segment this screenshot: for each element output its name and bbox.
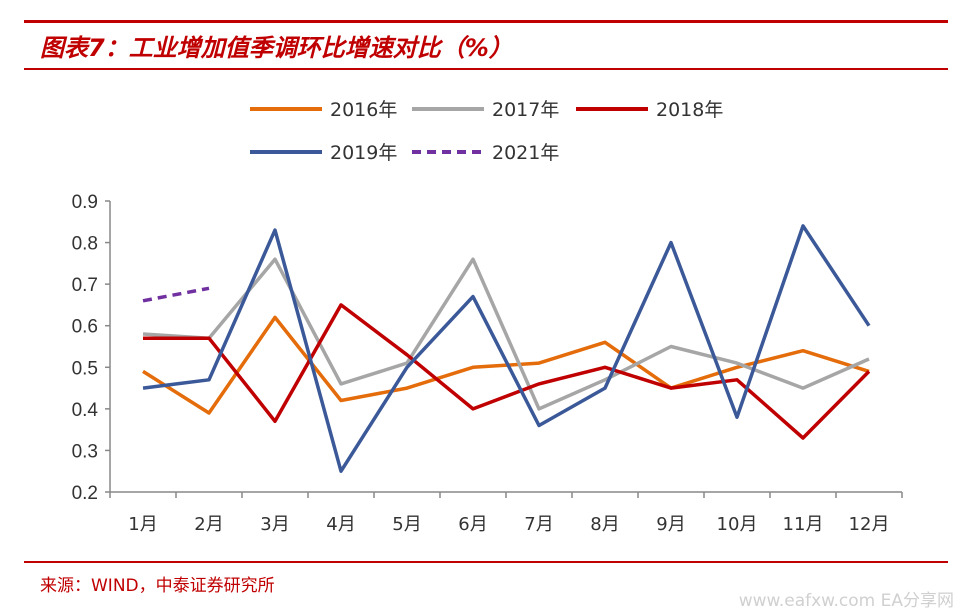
x-tick-label: 3月 [260, 514, 289, 535]
watermark: www.eafxw.com EA分享网 [738, 591, 954, 611]
x-tick-label: 4月 [326, 514, 355, 535]
series-line-4 [142, 224, 871, 473]
series-line-2 [142, 257, 870, 411]
x-tick-label: 7月 [524, 514, 553, 535]
legend-label-3: 2018年 [656, 99, 723, 121]
series-line-5 [142, 286, 210, 303]
bottom-rule [24, 561, 948, 563]
x-tick-label: 5月 [392, 514, 421, 535]
series-line-1 [142, 315, 870, 415]
title-rule [24, 68, 948, 70]
y-tick-label: 0.4 [72, 400, 99, 421]
x-tick-label: 10月 [717, 514, 758, 535]
y-tick-label: 0.5 [72, 358, 98, 379]
x-tick-label: 12月 [849, 514, 890, 535]
y-tick-label: 0.8 [72, 234, 98, 255]
x-tick-label: 1月 [128, 514, 157, 535]
y-tick-label: 0.2 [72, 483, 98, 504]
top-rule [24, 20, 948, 23]
y-tick-label: 0.7 [72, 275, 98, 296]
x-tick-label: 8月 [590, 514, 619, 535]
x-tick-label: 6月 [458, 514, 487, 535]
x-tick-label: 9月 [656, 514, 685, 535]
chart-plot-area [142, 224, 871, 473]
y-tick-label: 0.6 [72, 317, 98, 338]
source-note: 来源：WIND，中泰证券研究所 [40, 576, 275, 596]
legend-label-5: 2021年 [492, 142, 559, 164]
y-tick-label: 0.3 [72, 441, 98, 462]
x-tick-label: 11月 [783, 514, 824, 535]
y-tick-label: 0.9 [72, 192, 98, 213]
legend-label-4: 2019年 [330, 142, 397, 164]
legend-label-1: 2016年 [330, 99, 397, 121]
page-title: 图表7：工业增加值季调环比增速对比（%） [40, 34, 513, 62]
x-tick-label: 2月 [194, 514, 223, 535]
chart-axes: 0.9 0.8 0.7 0.6 0.5 0.4 0.3 0.2 1月 2月 3月 4月 5月 6月 7月 8月… [72, 192, 903, 535]
legend-label-2: 2017年 [492, 99, 559, 121]
chart-legend: 2016年 2017年 2018年 2019年 2021年 [250, 99, 723, 164]
